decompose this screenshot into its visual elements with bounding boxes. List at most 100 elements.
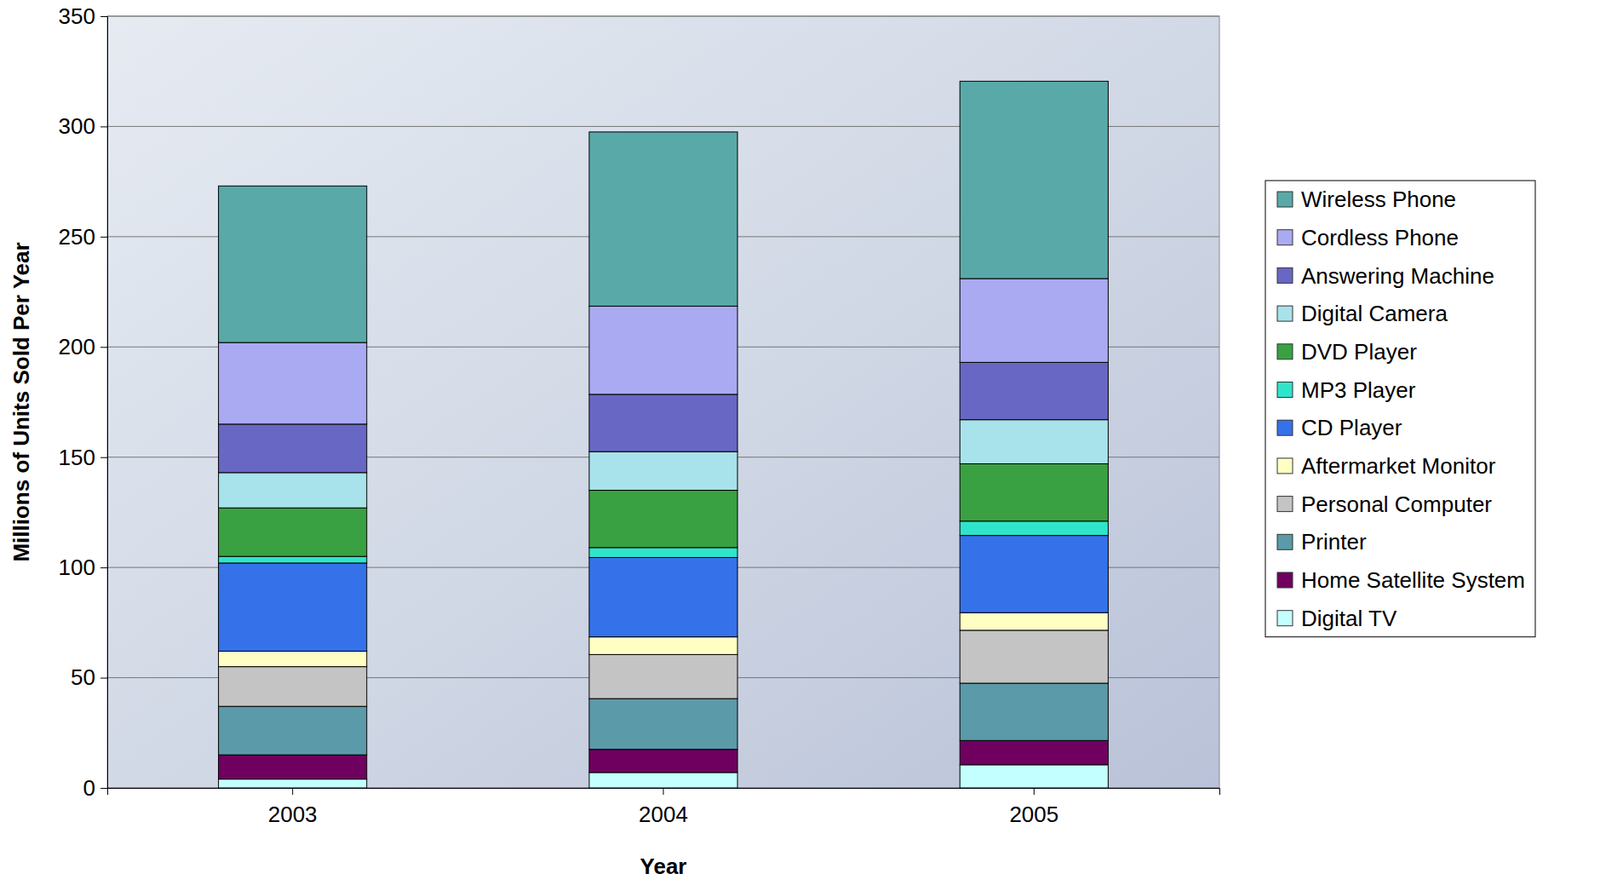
- y-tick-mark: [100, 567, 108, 568]
- bar-segment: [959, 764, 1108, 788]
- bar-segment: [589, 547, 738, 558]
- bar-segment: [959, 463, 1108, 521]
- bar-segment: [959, 521, 1108, 536]
- legend-swatch: [1277, 610, 1293, 626]
- plot-background: [107, 16, 1220, 788]
- bar-segment: [959, 535, 1108, 614]
- y-tick-label: 100: [58, 554, 96, 580]
- legend-swatch: [1277, 191, 1293, 207]
- legend-label: Home Satellite System: [1301, 567, 1526, 593]
- legend-swatch: [1277, 267, 1293, 283]
- bar-segment: [218, 651, 368, 667]
- legend-label: Printer: [1301, 528, 1367, 555]
- legend-label: Answering Machine: [1301, 263, 1495, 289]
- y-tick: 300: [58, 113, 108, 139]
- bar-segment: [218, 185, 368, 343]
- bar-segment: [589, 636, 738, 655]
- y-tick-mark: [100, 236, 108, 238]
- y-tick-label: 350: [58, 3, 96, 29]
- y-tick-mark: [100, 126, 108, 127]
- bar-segment: [218, 424, 368, 473]
- y-tick-label: 0: [83, 774, 96, 801]
- legend-label: MP3 Player: [1301, 377, 1417, 403]
- x-axis: 2003 2004 2005: [108, 787, 1221, 827]
- legend-label: Cordless Phone: [1301, 224, 1459, 251]
- y-tick-mark: [100, 346, 108, 348]
- x-tick-label: 2005: [1009, 801, 1059, 827]
- legend-label: Digital TV: [1301, 605, 1398, 631]
- bar-segment: [218, 507, 368, 557]
- x-tick: 2003: [268, 787, 318, 827]
- y-axis-line: [100, 17, 109, 789]
- chart: Wireless Phone Cordless Phone Answering Ma…: [0, 0, 1600, 891]
- y-tick-label: 50: [70, 664, 96, 690]
- bar-segment: [959, 739, 1108, 764]
- x-tick: 2004: [638, 787, 689, 827]
- legend-label: Wireless Phone: [1301, 186, 1457, 213]
- legend-frame: [1265, 180, 1536, 637]
- bar-segment: [218, 754, 368, 779]
- y-tick: 250: [58, 223, 108, 250]
- bar-segment: [589, 394, 738, 452]
- y-axis: 0 50 100 150 200 250 300 350: [58, 3, 109, 801]
- bar-segment: [959, 80, 1108, 279]
- x-tick-mark: [1033, 787, 1035, 795]
- y-tick: 100: [58, 554, 108, 580]
- grid-line: [107, 16, 1220, 18]
- bar-segment: [218, 556, 368, 563]
- x-tick-label: 2004: [638, 801, 689, 827]
- bar-segment: [959, 612, 1108, 631]
- bar-segment: [959, 278, 1108, 362]
- legend-label: CD Player: [1301, 414, 1403, 441]
- legend-swatch: [1277, 572, 1293, 588]
- y-tick: 150: [58, 444, 108, 471]
- legend-swatch: [1277, 533, 1293, 550]
- legend-label: DVD Player: [1301, 338, 1417, 365]
- y-tick: 0: [83, 774, 108, 801]
- legend-label: Digital Camera: [1301, 300, 1448, 327]
- y-axis-title: Millions of Units Sold Per Year: [8, 241, 35, 562]
- bar-segment: [589, 490, 738, 548]
- bar-segment: [589, 305, 738, 395]
- x-tick-mark: [663, 787, 665, 795]
- bar-segment: [218, 562, 368, 652]
- bar-segment: [959, 630, 1108, 683]
- bar-segment: [959, 682, 1108, 740]
- y-tick: 350: [58, 3, 108, 29]
- bar-segment: [218, 779, 368, 788]
- y-tick-mark: [100, 16, 108, 18]
- x-axis-title: Year: [640, 853, 688, 879]
- bar-segment: [589, 556, 738, 637]
- bar-segment: [218, 666, 368, 707]
- legend-swatch: [1277, 419, 1293, 436]
- legend-swatch: [1277, 305, 1293, 322]
- bar-segment: [218, 342, 368, 425]
- bar-segment: [589, 749, 738, 773]
- y-tick-label: 250: [58, 223, 96, 250]
- bar-segment: [589, 451, 738, 490]
- legend-swatch: [1277, 344, 1293, 360]
- legend-swatch: [1277, 496, 1293, 512]
- x-tick-mark: [292, 787, 293, 795]
- legend-swatch: [1277, 382, 1293, 398]
- y-tick: 200: [58, 333, 108, 360]
- legend-label: Aftermarket Monitor: [1301, 453, 1497, 479]
- bar-segment: [959, 419, 1108, 465]
- bar-segment: [959, 361, 1108, 419]
- plot: 0 50 100 150 200 250 300 350 2003 2004 2005: [58, 3, 1221, 828]
- legend-swatch: [1277, 458, 1293, 474]
- bar-segment: [589, 131, 738, 306]
- legend-swatch: [1277, 229, 1293, 246]
- y-tick-mark: [100, 787, 108, 789]
- x-axis-line: [108, 788, 1221, 796]
- bar-segment: [589, 653, 738, 699]
- y-tick-label: 200: [58, 333, 96, 360]
- y-tick-mark: [100, 677, 108, 679]
- bar-segment: [589, 698, 738, 750]
- legend-label: Personal Computer: [1301, 491, 1492, 517]
- bar-segment: [218, 472, 368, 508]
- x-tick: 2005: [1009, 787, 1059, 827]
- y-tick: 50: [70, 664, 108, 690]
- bar-segment: [589, 772, 738, 788]
- x-tick-label: 2003: [268, 801, 318, 827]
